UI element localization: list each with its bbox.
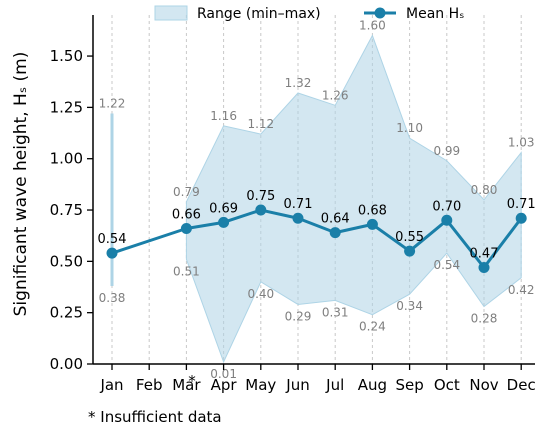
max-label-aug: 1.60	[359, 19, 386, 33]
x-tick-label-dec: Dec	[507, 376, 536, 394]
legend-mean-label: Mean Hₛ	[406, 6, 464, 22]
y-axis-title: Significant wave height, Hₛ (m)	[11, 52, 31, 317]
x-tick-label-nov: Nov	[469, 376, 498, 394]
insufficient-data-note: * Insufficient data	[88, 408, 222, 426]
min-label-mar: 0.51	[173, 264, 200, 278]
max-label-jun: 1.32	[285, 76, 312, 90]
mean-line-layer	[106, 204, 527, 274]
min-label-jan: 0.38	[99, 291, 126, 305]
mean-label-mar: 0.66	[172, 208, 201, 223]
mean-label-nov: 0.47	[470, 247, 499, 262]
x-tick-label-apr: Apr	[211, 376, 238, 394]
min-label-oct: 0.54	[433, 258, 460, 272]
max-label-mar: 0.79	[173, 185, 200, 199]
mean-point-dec	[515, 212, 527, 224]
y-tick-label: 1.00	[50, 150, 83, 168]
y-tick-label: 1.50	[50, 47, 83, 65]
mean-label-jan: 0.54	[98, 232, 127, 247]
mean-label-jun: 0.71	[284, 197, 313, 212]
range-band	[185, 34, 522, 364]
mean-label-aug: 0.68	[358, 203, 387, 218]
max-label-nov: 0.80	[471, 183, 498, 197]
mean-label-may: 0.75	[246, 189, 275, 204]
max-label-sep: 1.10	[396, 121, 423, 135]
value-label-layer: 0.54 0.66 0.69 0.75 0.71 0.64 0.68 0.55 0.70 0.47…	[98, 19, 536, 381]
insufficient-data-marker: *	[188, 372, 196, 390]
legend-range-swatch	[154, 5, 188, 21]
mean-label-dec: 0.71	[507, 197, 536, 212]
min-label-may: 0.40	[247, 287, 274, 301]
mean-point-sep	[404, 245, 416, 257]
mean-label-sep: 0.55	[395, 230, 424, 245]
min-label-aug: 0.24	[359, 320, 386, 334]
max-label-oct: 0.99	[433, 144, 460, 158]
min-label-jul: 0.31	[322, 305, 349, 319]
max-label-jul: 1.26	[322, 88, 349, 102]
axes: 0.00 0.25 0.50 0.75 1.00 1.25 1.50 Jan Feb Mar Apr…	[50, 15, 536, 394]
x-tick-label-jul: Jul	[325, 376, 344, 394]
mean-point-jun	[292, 212, 304, 224]
legend-mean-marker	[374, 7, 386, 19]
mean-point-jul	[329, 227, 341, 239]
min-label-jun: 0.29	[285, 309, 312, 323]
max-label-may: 1.12	[247, 117, 274, 131]
y-tick-label: 0.75	[50, 201, 83, 219]
x-tick-label-jan: Jan	[99, 376, 123, 394]
x-tick-label-feb: Feb	[136, 376, 163, 394]
x-tick-label-aug: Aug	[358, 376, 387, 394]
min-label-apr: 0.01	[210, 367, 237, 381]
legend-range-label: Range (min–max)	[197, 6, 321, 22]
x-tick-label-mar: Mar	[172, 376, 201, 394]
y-tick-label: 1.25	[50, 98, 83, 116]
mean-label-apr: 0.69	[209, 201, 238, 216]
x-tick-label-oct: Oct	[434, 376, 460, 394]
mean-point-aug	[366, 218, 378, 230]
y-tick-label: 0.25	[50, 304, 83, 322]
min-label-sep: 0.34	[396, 299, 423, 313]
mean-label-oct: 0.70	[432, 199, 461, 214]
mean-label-jul: 0.64	[321, 212, 350, 227]
mean-point-may	[255, 204, 267, 216]
max-label-jan: 1.22	[99, 97, 126, 111]
x-tick-label-sep: Sep	[395, 376, 423, 394]
legend: Range (min–max) Mean Hₛ	[154, 5, 464, 22]
min-label-dec: 0.42	[508, 283, 535, 297]
x-tick-label-jun: Jun	[285, 376, 309, 394]
max-label-apr: 1.16	[210, 109, 237, 123]
mean-point-oct	[441, 214, 453, 226]
y-tick-label: 0.00	[50, 355, 83, 373]
mean-point-mar	[180, 223, 192, 235]
x-tick-label-may: May	[245, 376, 276, 394]
min-label-nov: 0.28	[471, 312, 498, 326]
max-label-dec: 1.03	[508, 136, 535, 150]
mean-point-nov	[478, 262, 490, 274]
mean-point-apr	[218, 216, 230, 228]
y-tick-label: 0.50	[50, 252, 83, 270]
mean-point-jan	[106, 247, 118, 259]
